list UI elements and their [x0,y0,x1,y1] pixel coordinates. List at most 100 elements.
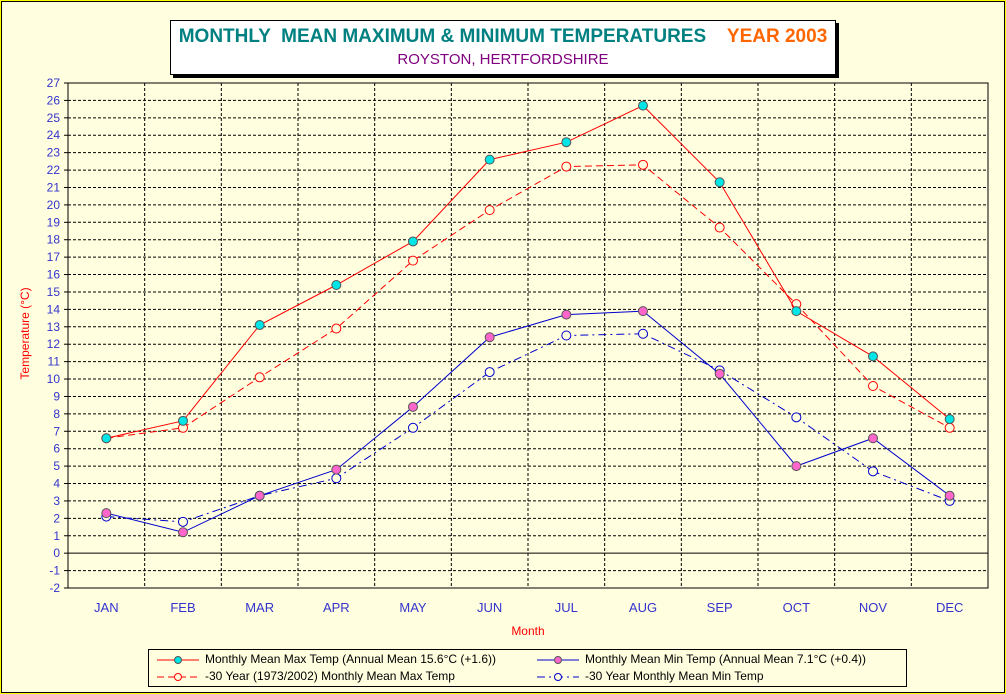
series-line-2 [106,164,950,439]
data-point-3 [791,412,802,423]
chart-title-box: MONTHLY MEAN MAXIMUM & MINIMUM TEMPERATU… [170,20,836,75]
legend-marker [554,673,562,681]
data-point-0 [791,306,802,317]
data-point-1 [561,309,572,320]
y-tick-label: 15 [47,285,61,299]
x-tick-label: JUN [477,600,502,615]
data-point-3 [178,516,188,527]
legend-marker [174,673,182,681]
data-point-0 [561,137,572,148]
data-point-1 [178,527,188,538]
data-point-3 [408,422,418,433]
data-point-0 [638,100,648,111]
data-point-3 [638,328,648,339]
y-tick-label: -2 [49,581,60,595]
data-point-3 [561,330,572,341]
plot-border [67,82,989,589]
y-tick-label: 22 [47,163,61,177]
y-tick-label: 11 [48,355,61,369]
y-tick-label: 27 [47,76,61,90]
y-tick-label: 12 [47,337,61,351]
data-point-0 [254,320,265,331]
y-tick-label: 9 [53,389,60,403]
y-tick-label: 23 [47,146,61,160]
x-tick-label: JUL [555,600,578,615]
chart-title-line: MONTHLY MEAN MAXIMUM & MINIMUM TEMPERATU… [171,26,835,48]
data-point-0 [868,351,878,362]
data-point-2 [944,422,955,433]
data-point-3 [868,466,878,477]
data-point-1 [254,490,265,501]
x-axis-label: Month [511,624,544,638]
data-point-1 [944,490,955,501]
data-point-1 [868,433,878,444]
legend-marker [554,656,562,664]
data-point-1 [408,401,418,412]
data-point-2 [638,159,648,170]
legend-swatch-30yr-max [157,673,199,681]
series-line-1 [106,310,950,533]
y-tick-label: 25 [47,111,61,125]
data-point-3 [331,473,342,484]
y-tick-label: 4 [53,477,60,491]
y-tick-label: -1 [49,564,60,578]
data-point-2 [561,161,572,172]
chart-subtitle: ROYSTON, HERTFORDSHIRE [397,51,609,68]
x-tick-label: MAY [399,600,427,615]
x-tick-label: JAN [94,600,119,615]
y-tick-label: 24 [47,128,61,142]
data-point-1 [638,306,648,317]
legend-label-30yr-min: -30 Year Monthly Mean Min Temp [585,669,764,683]
y-tick-label: 21 [47,180,61,194]
data-point-1 [791,461,802,472]
y-tick-label: 19 [47,215,61,229]
x-tick-label: OCT [783,600,811,615]
legend-label-min: Monthly Mean Min Temp (Annual Mean 7.1°C… [585,652,867,666]
legend-swatch-min [537,656,579,664]
data-point-2 [484,205,495,216]
y-tick-label: 26 [47,93,61,107]
y-tick-label: 13 [47,320,61,334]
data-point-0 [101,433,112,444]
data-point-0 [484,154,495,165]
y-tick-label: 17 [47,250,61,264]
data-point-2 [331,323,342,334]
y-tick-label: 7 [53,424,60,438]
data-point-1 [714,368,725,379]
data-point-0 [408,236,418,247]
legend-label-max: Monthly Mean Max Temp (Annual Mean 15.6°… [205,652,497,666]
y-tick-label: 16 [47,268,61,282]
legend-marker [174,656,182,664]
y-tick-label: 3 [53,494,60,508]
y-tick-label: 8 [53,407,60,421]
data-point-0 [944,414,955,425]
legend-label-30yr-max: -30 Year (1973/2002) Monthly Mean Max Te… [205,669,455,683]
x-tick-label: APR [323,600,350,615]
legend-swatch-30yr-min [537,673,579,681]
data-point-0 [178,415,188,426]
data-point-1 [331,464,342,475]
data-point-2 [408,255,418,266]
y-tick-label: 10 [47,372,61,386]
data-point-2 [714,222,725,233]
y-tick-label: 0 [53,546,60,560]
y-tick-label: 2 [53,511,60,525]
data-point-2 [868,381,878,391]
chart-title: MONTHLY MEAN MAXIMUM & MINIMUM TEMPERATU… [178,26,707,47]
chart-legend: Monthly Mean Max Temp (Annual Mean 15.6°… [148,649,907,687]
y-axis-label: Temperature (°C) [18,287,32,379]
data-point-1 [484,332,495,343]
data-point-2 [254,372,265,383]
data-point-0 [714,177,725,188]
data-point-0 [331,280,342,290]
chart-year: YEAR 2003 [726,26,828,47]
x-tick-label: DEC [936,600,963,615]
y-tick-label: 18 [47,233,61,247]
series-line-3 [106,333,950,523]
y-tick-label: 5 [53,459,60,473]
data-point-3 [484,367,495,378]
y-tick-label: 1 [53,529,60,543]
x-tick-label: SEP [707,600,733,615]
legend-swatch-max [157,656,199,664]
y-tick-label: 14 [47,302,61,316]
